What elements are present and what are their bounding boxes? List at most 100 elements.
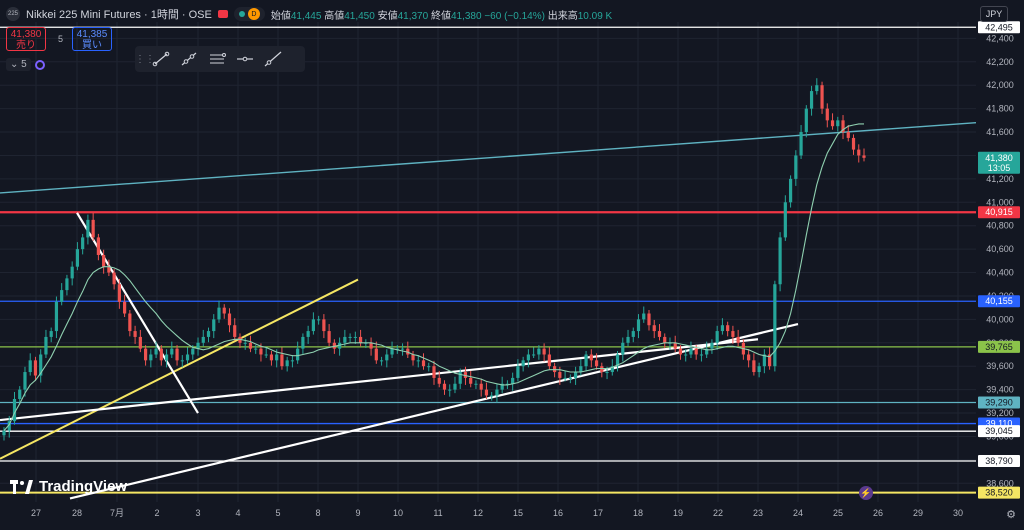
time-tick-label: 10 [393,508,403,518]
candle-body [102,254,106,267]
candle-body [206,331,211,337]
price-tick-label: 39,400 [986,385,1014,395]
candle-body [757,366,761,373]
time-axis: 27 28 7月 2 3 4 5 8 9 10 11 12 15 16 17 18 19 22 23 24 25 26 29… [0,502,976,525]
extended-line-tool-button[interactable] [259,48,287,70]
trendline[interactable] [0,338,759,422]
trendline[interactable] [76,212,199,414]
candle-body [579,366,583,373]
candle-body [311,319,315,332]
candle-body [285,360,289,367]
indicator-count: 5 [21,59,27,70]
candle-body [846,132,850,138]
candle-body [180,360,184,362]
candle-body [495,389,499,396]
candle-body [233,325,237,337]
indicator-collapse-button[interactable]: ⌄ 5 [6,58,31,71]
candle-body [117,284,121,302]
candle-body [254,348,258,350]
tradingview-logo[interactable]: TradingView [10,478,127,495]
candle-body [463,372,468,378]
time-tick-label: 22 [713,508,723,518]
candle-body [411,354,415,361]
candle-body [306,331,310,337]
price-line-label-bg [978,21,1020,34]
horizontal-line-icon [237,56,253,62]
price-lines [0,26,976,494]
candle-body [715,331,719,343]
trendline[interactable] [69,322,799,500]
ray-icon [181,52,197,66]
sell-button[interactable]: 41,380 売り [6,27,46,51]
candle-body [652,325,656,332]
channel-tool-button[interactable] [203,48,231,70]
candle-body [594,360,599,367]
price-tick-label: 41,800 [986,104,1014,114]
data-status-pill[interactable]: D [233,7,265,21]
price-line-label: 42,495 [985,22,1013,32]
candle-body [65,278,69,291]
candle-body [400,348,405,350]
candle-body [673,342,677,349]
candle-body [86,219,90,238]
candle-body [123,301,127,314]
time-tick-label: 24 [793,508,803,518]
grid [0,22,976,502]
candle-body [768,354,772,367]
symbol-badge[interactable]: 225 [6,7,20,21]
candle-body [820,85,824,109]
candle-body [720,325,725,332]
indicator-toggle[interactable]: ⌄ 5 [6,58,45,71]
settings-gear-icon[interactable]: ⚙ [1006,509,1016,521]
candle-body [269,354,274,361]
symbol-title[interactable]: Nikkei 225 Mini Futures · 1時間 · OSE [26,9,212,21]
horizontal-line-tool-button[interactable] [231,48,259,70]
candle-body [584,354,588,367]
time-tick-label: 17 [593,508,603,518]
candle-body [44,336,48,355]
candle-body [558,372,562,378]
last-price-label-bg [978,151,1020,174]
candle-body [773,284,777,367]
candle-body [154,348,158,355]
candle-body [537,348,541,355]
candle-body [343,336,347,343]
trendline-tool-button[interactable] [147,48,175,70]
ray-tool-button[interactable] [175,48,203,70]
time-tick-label: 30 [953,508,963,518]
candle-body [133,331,137,337]
buy-button[interactable]: 41,385 買い [72,27,112,51]
trendline[interactable] [0,121,977,194]
price-line-label: 39,110 [986,419,1013,429]
candle-body [212,319,216,332]
candle-body [275,354,279,361]
extended-line-icon [264,51,282,67]
drag-handle-icon[interactable]: ⋮⋮ [135,53,155,65]
lightning-icon[interactable]: ⚡ [859,486,873,500]
candle-body [710,342,714,349]
price-line-label-bg [978,396,1020,409]
candle-body [532,354,536,356]
candle-body [348,336,352,338]
candle-body [762,354,766,367]
time-tick-label: 19 [673,508,683,518]
candle-body [752,360,756,373]
indicator-ring-icon[interactable] [34,59,45,70]
candle-body [374,348,378,361]
candle-body [143,348,148,361]
candle-body [830,120,835,127]
candle-body [353,336,357,338]
candle-body [851,137,856,150]
ohlc-values: 始値41,445 高値41,450 安値41,370 終値41,380 −60 … [270,10,613,22]
candle-body [243,342,247,344]
candle-body [39,354,43,376]
time-tick-label: 5 [275,508,280,518]
candle-body [699,354,704,356]
currency-selector[interactable]: JPY [980,6,1008,22]
trendline[interactable] [0,278,359,460]
time-tick-label: 25 [833,508,843,518]
candle-body [149,354,153,361]
candle-body [264,354,268,356]
